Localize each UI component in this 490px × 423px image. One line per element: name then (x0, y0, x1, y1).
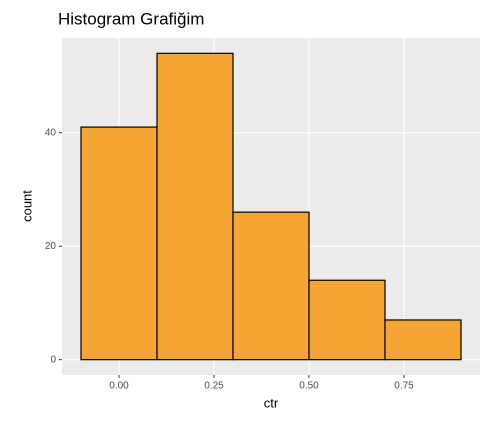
bar (232, 211, 310, 361)
x-tick-label: 0.25 (204, 381, 224, 392)
y-tick-label: 40 (45, 127, 57, 138)
y-tick-label: 20 (45, 241, 57, 252)
bar (156, 52, 234, 361)
x-tick-label: 0.75 (394, 381, 414, 392)
chart-title: Histogram Grafiğim (58, 9, 204, 28)
y-axis-label: count (19, 190, 34, 222)
y-tick-label: 0 (50, 354, 56, 365)
bar (384, 319, 462, 361)
x-axis-label: ctr (264, 395, 279, 410)
bar (80, 126, 158, 361)
bar (308, 279, 386, 361)
x-tick-label: 0.50 (299, 381, 319, 392)
x-tick-label: 0.00 (109, 381, 129, 392)
